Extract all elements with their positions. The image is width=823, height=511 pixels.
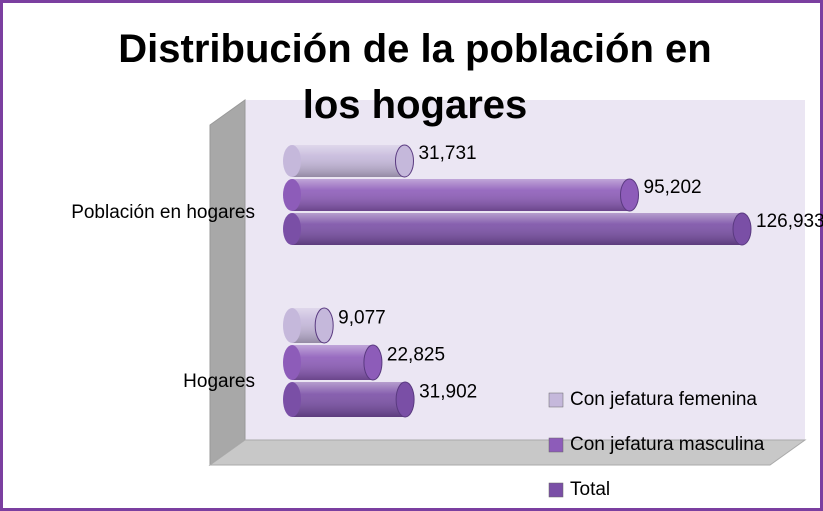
- value-label: 31,731: [418, 143, 476, 164]
- bar-cap-end: [363, 344, 383, 381]
- side-wall: [209, 99, 246, 466]
- bar-cap-start: [283, 382, 301, 417]
- chart-title: los hogares: [303, 83, 528, 127]
- bar-cap-start: [283, 145, 301, 177]
- legend-label: Con jefatura masculina: [570, 434, 765, 455]
- bar-cap-end: [620, 178, 640, 212]
- bar-cap-start: [283, 179, 301, 211]
- bar-shine: [292, 345, 373, 380]
- bar: [283, 307, 334, 344]
- value-label: 126,933: [756, 211, 823, 232]
- plot: Población en hogares 31,731 95,202 126,933 H…: [71, 143, 823, 500]
- bar: [283, 178, 640, 212]
- legend-label: Con jefatura femenina: [570, 389, 757, 410]
- value-label: 31,902: [419, 382, 477, 403]
- bar: [283, 344, 383, 381]
- chart-title: Distribución de la población en: [118, 27, 711, 71]
- bar-shine: [292, 213, 742, 245]
- bar-cap-end: [314, 307, 334, 344]
- legend-swatch: [548, 482, 564, 498]
- category-label: Población en hogares: [71, 202, 255, 223]
- bar: [283, 212, 752, 246]
- bar-shine: [292, 145, 405, 177]
- bar-cap-end: [732, 212, 752, 246]
- bar: [283, 144, 414, 178]
- bar: [283, 381, 415, 418]
- value-label: 9,077: [338, 308, 386, 329]
- bar-cap-end: [395, 381, 415, 418]
- legend-label: Total: [570, 479, 610, 500]
- bar-shine: [292, 382, 406, 417]
- value-label: 95,202: [644, 177, 702, 198]
- bar-cap-start: [283, 213, 301, 245]
- bar-cap-end: [394, 144, 414, 178]
- category-label: Hogares: [183, 371, 255, 392]
- bar-cap-start: [283, 345, 301, 380]
- bar-shine: [292, 179, 630, 211]
- floor: [208, 439, 807, 466]
- bar-cap-start: [283, 308, 301, 343]
- legend-swatch: [548, 437, 564, 453]
- legend-swatch: [548, 392, 564, 408]
- value-label: 22,825: [387, 345, 445, 366]
